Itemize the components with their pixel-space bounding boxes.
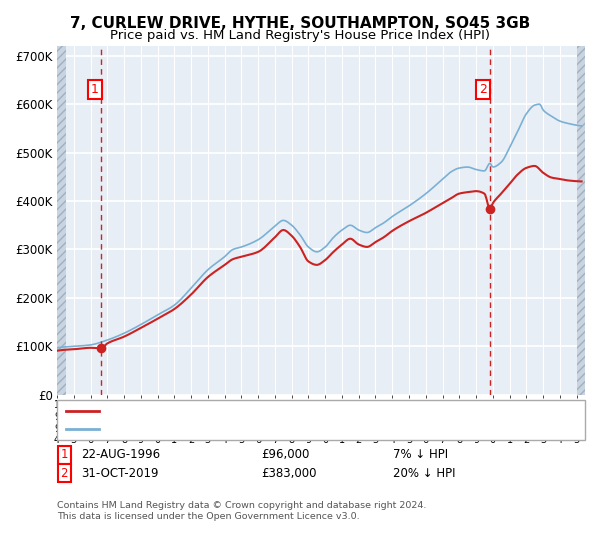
Text: £96,000: £96,000 (261, 448, 310, 461)
Text: £383,000: £383,000 (261, 466, 317, 480)
Text: Contains HM Land Registry data © Crown copyright and database right 2024.
This d: Contains HM Land Registry data © Crown c… (57, 501, 427, 521)
Text: 1: 1 (91, 83, 98, 96)
Bar (577, 46, 585, 395)
Text: HPI: Average price, detached house, New Forest: HPI: Average price, detached house, New … (104, 423, 355, 433)
Text: 7, CURLEW DRIVE, HYTHE, SOUTHAMPTON, SO45 3GB (detached house): 7, CURLEW DRIVE, HYTHE, SOUTHAMPTON, SO4… (104, 407, 480, 417)
Text: 2: 2 (61, 466, 68, 480)
Bar (57, 46, 66, 395)
Text: Price paid vs. HM Land Registry's House Price Index (HPI): Price paid vs. HM Land Registry's House … (110, 29, 490, 42)
Text: 2: 2 (479, 83, 487, 96)
Text: 1: 1 (61, 448, 68, 461)
Text: 7, CURLEW DRIVE, HYTHE, SOUTHAMPTON, SO45 3GB: 7, CURLEW DRIVE, HYTHE, SOUTHAMPTON, SO4… (70, 16, 530, 31)
Text: 7% ↓ HPI: 7% ↓ HPI (393, 448, 448, 461)
Text: 22-AUG-1996: 22-AUG-1996 (81, 448, 160, 461)
Text: 31-OCT-2019: 31-OCT-2019 (81, 466, 158, 480)
Text: 20% ↓ HPI: 20% ↓ HPI (393, 466, 455, 480)
